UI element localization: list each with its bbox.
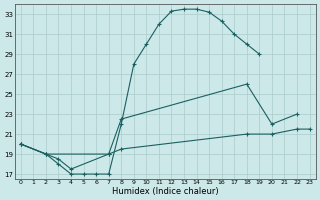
X-axis label: Humidex (Indice chaleur): Humidex (Indice chaleur)	[112, 187, 219, 196]
